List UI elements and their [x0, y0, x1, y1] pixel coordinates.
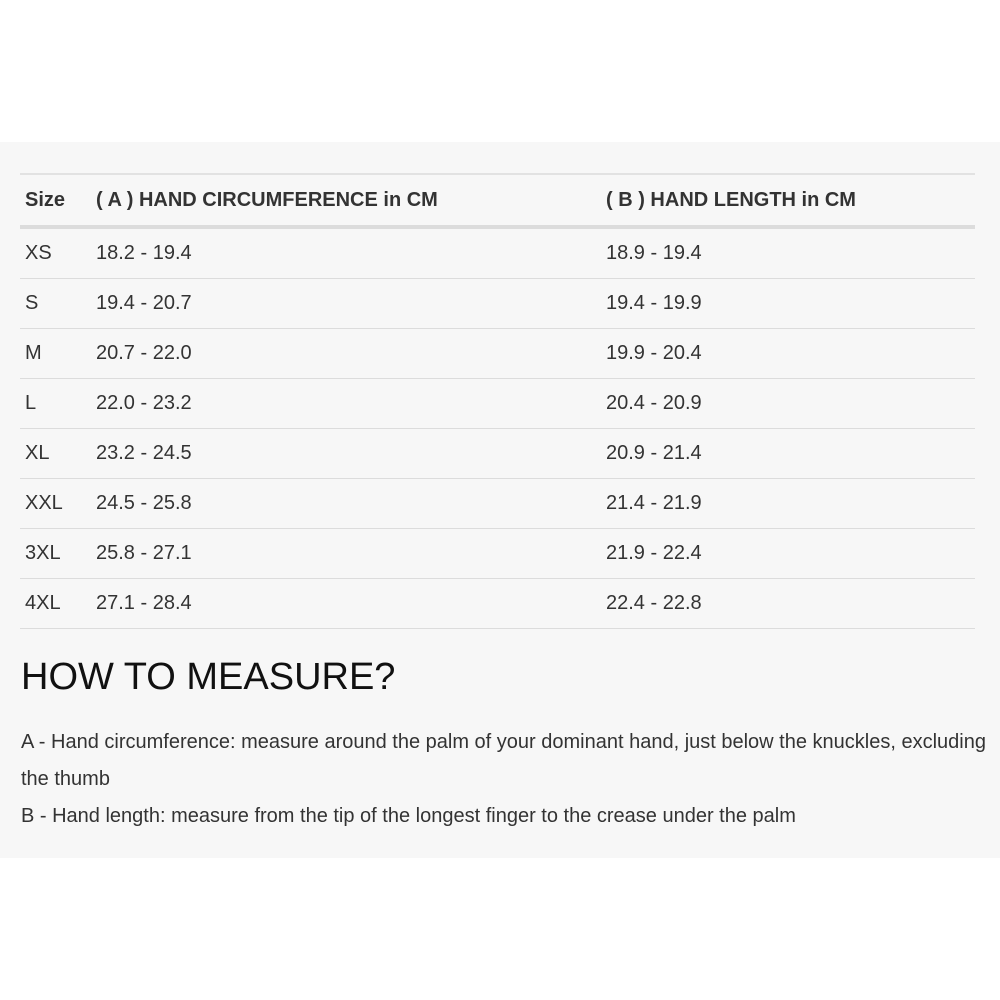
cell-hand-length: 19.4 - 19.9 [601, 278, 975, 329]
cell-size: XS [20, 227, 91, 279]
table-row: XL 23.2 - 24.5 20.9 - 21.4 [20, 428, 975, 479]
cell-size: XL [20, 428, 91, 479]
cell-size: S [20, 278, 91, 329]
table-row: XS 18.2 - 19.4 18.9 - 19.4 [20, 227, 975, 279]
cell-hand-circumference: 20.7 - 22.0 [91, 328, 601, 379]
table-row: S 19.4 - 20.7 19.4 - 19.9 [20, 278, 975, 329]
cell-hand-circumference: 24.5 - 25.8 [91, 478, 601, 529]
cell-hand-length: 21.4 - 21.9 [601, 478, 975, 529]
cell-hand-length: 19.9 - 20.4 [601, 328, 975, 379]
table-row: 4XL 27.1 - 28.4 22.4 - 22.8 [20, 578, 975, 629]
cell-hand-length: 20.9 - 21.4 [601, 428, 975, 479]
cell-hand-circumference: 23.2 - 24.5 [91, 428, 601, 479]
cell-hand-circumference: 19.4 - 20.7 [91, 278, 601, 329]
header-hand-length: ( B ) HAND LENGTH in CM [601, 173, 975, 229]
instruction-a: A - Hand circumference: measure around t… [21, 731, 986, 790]
cell-size: XXL [20, 478, 91, 529]
cell-size: L [20, 378, 91, 429]
header-hand-circumference: ( A ) HAND CIRCUMFERENCE in CM [91, 173, 601, 229]
cell-hand-length: 20.4 - 20.9 [601, 378, 975, 429]
cell-hand-length: 21.9 - 22.4 [601, 528, 975, 579]
table-row: XXL 24.5 - 25.8 21.4 - 21.9 [20, 478, 975, 529]
cell-size: 3XL [20, 528, 91, 579]
table-header-row: Size ( A ) HAND CIRCUMFERENCE in CM ( B … [20, 173, 975, 229]
cell-size: 4XL [20, 578, 91, 629]
instruction-b: B - Hand length: measure from the tip of… [21, 805, 796, 827]
cell-hand-circumference: 25.8 - 27.1 [91, 528, 601, 579]
cell-hand-circumference: 27.1 - 28.4 [91, 578, 601, 629]
cell-hand-length: 22.4 - 22.8 [601, 578, 975, 629]
size-chart-table: Size ( A ) HAND CIRCUMFERENCE in CM ( B … [20, 173, 975, 629]
cell-hand-circumference: 22.0 - 23.2 [91, 378, 601, 429]
cell-size: M [20, 328, 91, 379]
how-to-measure-title: HOW TO MEASURE? [21, 656, 396, 698]
table-row: M 20.7 - 22.0 19.9 - 20.4 [20, 328, 975, 379]
table-row: L 22.0 - 23.2 20.4 - 20.9 [20, 378, 975, 429]
table-row: 3XL 25.8 - 27.1 21.9 - 22.4 [20, 528, 975, 579]
header-size: Size [20, 173, 91, 229]
cell-hand-circumference: 18.2 - 19.4 [91, 227, 601, 279]
cell-hand-length: 18.9 - 19.4 [601, 227, 975, 279]
measure-instructions: A - Hand circumference: measure around t… [21, 724, 986, 835]
